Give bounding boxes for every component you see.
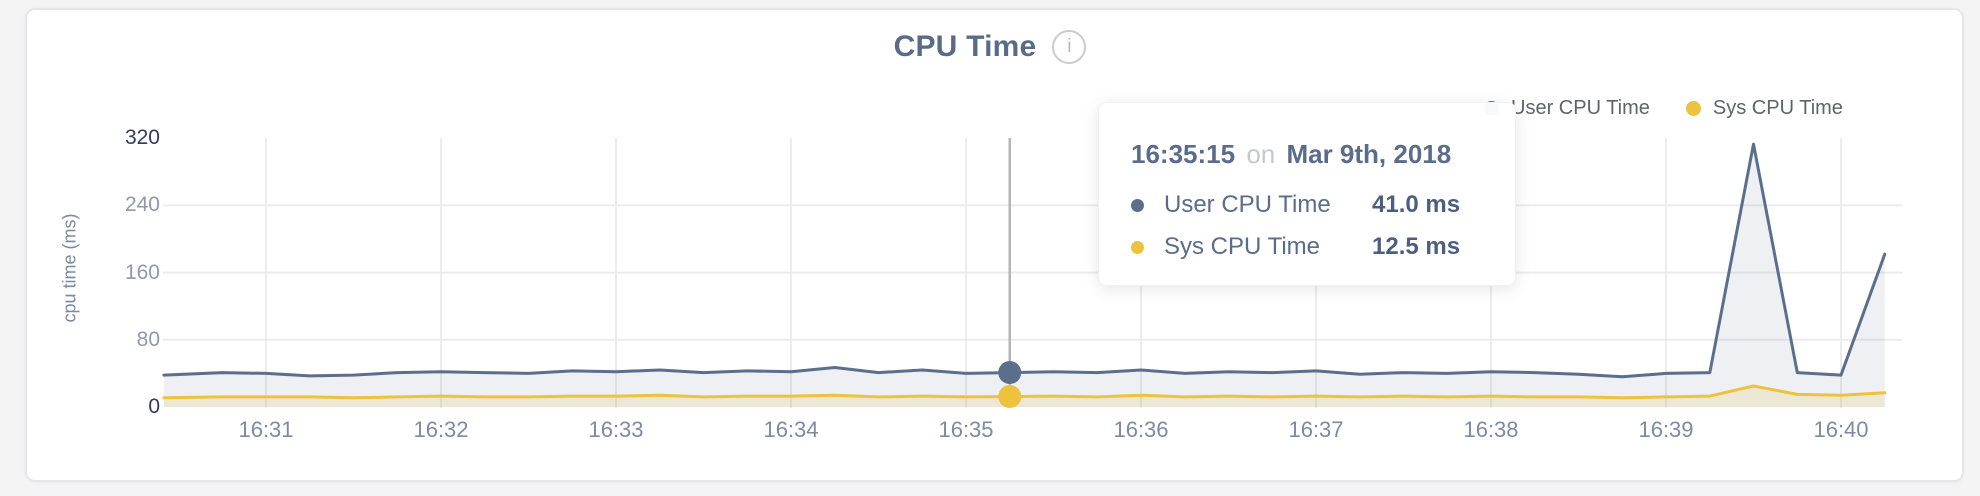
- sys-series-dot-icon: [1685, 101, 1701, 116]
- x-tick-label: 16:38: [1463, 417, 1519, 442]
- x-tick-label: 16:33: [588, 417, 644, 442]
- tooltip-connector: on: [1246, 139, 1276, 169]
- x-tick-label: 16:35: [938, 417, 994, 442]
- tooltip-rows: User CPU Time 41.0 ms Sys CPU Time 12.5 ms: [1131, 184, 1483, 268]
- tooltip-time: 16:35:15: [1131, 139, 1236, 169]
- tooltip-row: Sys CPU Time 12.5 ms: [1131, 226, 1483, 268]
- tooltip-header: 16:35:15 on Mar 9th, 2018: [1131, 139, 1483, 170]
- info-icon[interactable]: i: [1052, 30, 1087, 64]
- user-series-dot-icon: [1131, 198, 1144, 212]
- chart-tooltip: 16:35:15 on Mar 9th, 2018 User CPU Time 4…: [1098, 102, 1516, 286]
- tooltip-date: Mar 9th, 2018: [1286, 139, 1452, 169]
- x-tick-label: 16:37: [1288, 417, 1344, 442]
- x-tick-label: 16:31: [238, 417, 294, 442]
- chart-title: CPU Time: [893, 30, 1037, 63]
- sys-cpu-line: [162, 384, 1887, 400]
- tooltip-series-value: 12.5 ms: [1372, 233, 1461, 260]
- x-tick-label: 16:34: [763, 417, 819, 442]
- chart-header: CPU Time i: [0, 30, 1980, 64]
- y-tick-label: 80: [136, 327, 160, 351]
- tooltip-series-label: User CPU Time: [1164, 191, 1331, 218]
- sys-series-dot-icon: [1131, 240, 1144, 254]
- hover-point-user: [998, 361, 1022, 385]
- user-cpu-line: [162, 142, 1887, 379]
- y-tick-label: 320: [124, 126, 160, 150]
- tooltip-series-value: 41.0 ms: [1372, 191, 1461, 218]
- x-tick-label: 16:36: [1113, 417, 1169, 442]
- x-tick-label: 16:32: [413, 417, 469, 442]
- cpu-time-card: [25, 8, 1964, 482]
- user-cpu-area: [163, 144, 1885, 407]
- legend-label-sys: Sys CPU Time: [1712, 97, 1843, 119]
- x-tick-label: 16:39: [1638, 417, 1694, 442]
- hover-point-sys: [998, 385, 1022, 408]
- y-tick-label: 0: [148, 395, 160, 418]
- y-tick-label: 160: [124, 260, 160, 284]
- x-tick-label: 16:40: [1813, 417, 1869, 442]
- tooltip-row: User CPU Time 41.0 ms: [1131, 184, 1483, 226]
- legend: User CPU Time Sys CPU Time: [1484, 97, 1843, 120]
- legend-label-user: User CPU Time: [1511, 97, 1650, 119]
- tooltip-series-label: Sys CPU Time: [1164, 233, 1321, 260]
- legend-item-sys-cpu[interactable]: Sys CPU Time: [1685, 97, 1843, 120]
- y-axis-label: cpu time (ms): [59, 213, 80, 323]
- y-tick-label: 240: [124, 193, 160, 217]
